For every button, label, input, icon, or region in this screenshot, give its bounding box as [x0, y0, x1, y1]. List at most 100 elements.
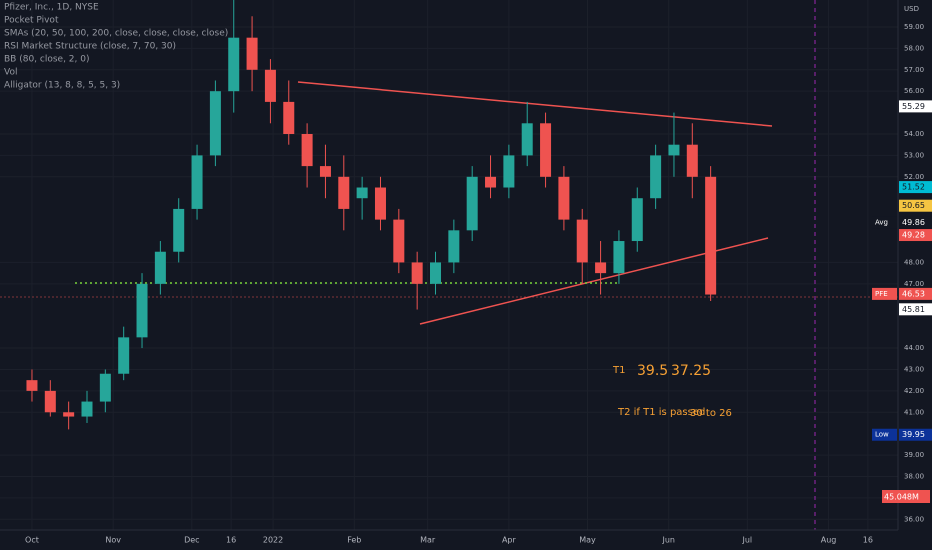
candle-body — [99, 373, 111, 402]
candle-body — [430, 262, 442, 284]
price-label: 55.29 — [902, 102, 925, 111]
candle-body — [173, 208, 185, 252]
candle-body — [631, 198, 643, 242]
x-tick-label: Apr — [502, 536, 517, 545]
x-tick-label: 16 — [226, 536, 236, 545]
candle-body — [374, 187, 386, 220]
price-label-box — [899, 181, 932, 194]
y-tick-label: 44.00 — [904, 344, 924, 352]
x-tick-label: Feb — [347, 536, 361, 545]
price-label-box — [899, 287, 932, 300]
candle-body — [283, 101, 295, 134]
candle-body — [63, 412, 75, 417]
y-tick-label: 48.00 — [904, 258, 924, 266]
volume-label: 45.048M — [884, 493, 919, 502]
y-tick-label: 59.00 — [904, 23, 924, 31]
price-tag: Low — [875, 431, 889, 439]
candle-body — [540, 123, 552, 177]
y-tick-label: 42.00 — [904, 387, 924, 395]
candle-body — [558, 176, 570, 220]
candle-body — [668, 144, 680, 156]
candle-body — [393, 219, 405, 263]
legend-line: Vol — [4, 68, 17, 78]
x-tick-label: Jul — [742, 536, 753, 545]
price-label-box — [899, 229, 932, 242]
annotations: T1 39.5 37.25 T2 if T1 is passed 30 to 2… — [612, 363, 732, 419]
price-label: 51.52 — [902, 183, 925, 192]
legend-line: RSI Market Structure (close, 7, 70, 30) — [4, 42, 176, 52]
annotation: T1 — [612, 365, 625, 376]
annotation: 37.25 — [671, 363, 711, 379]
price-tag: Avg — [875, 219, 888, 227]
y-tick-label: 47.00 — [904, 280, 924, 288]
x-tick-label: Mar — [420, 536, 436, 545]
candle-body — [26, 380, 38, 391]
price-label-box — [899, 100, 932, 113]
legend-line: BB (80, close, 2, 0) — [4, 55, 89, 65]
candle-body — [118, 337, 130, 374]
candle-body — [154, 251, 166, 284]
axes: 36.0037.0038.0039.0041.0042.0043.0044.00… — [25, 23, 932, 545]
x-tick-label: May — [579, 536, 596, 545]
candle-body — [191, 155, 203, 209]
y-tick-label: 36.00 — [904, 515, 924, 523]
x-tick-label: Aug — [821, 536, 837, 545]
price-label: 46.53 — [902, 289, 925, 298]
y-tick-label: 56.00 — [904, 87, 924, 95]
price-label-box — [899, 428, 932, 441]
candle-body — [466, 176, 478, 231]
candle-body — [338, 176, 350, 209]
x-tick-label: 16 — [863, 536, 873, 545]
y-tick-label: 38.00 — [904, 472, 924, 480]
candle-body — [485, 176, 497, 188]
candle-body — [246, 37, 258, 70]
trendline — [297, 81, 773, 127]
annotation: T2 if T1 is passed — [617, 407, 705, 418]
x-tick-label: 2022 — [263, 536, 283, 545]
candle-body — [209, 91, 221, 156]
candle-body — [264, 69, 276, 102]
y-tick-label: 43.00 — [904, 365, 924, 373]
price-label-box — [899, 199, 932, 212]
price-tag-box — [872, 428, 897, 441]
legend-line: Pocket Pivot — [4, 16, 59, 26]
candle-body — [411, 262, 423, 284]
currency: USD — [904, 5, 919, 13]
candle-body — [705, 176, 717, 295]
grid — [0, 0, 898, 530]
annotation: 39.5 — [637, 363, 668, 379]
price-tag-box — [872, 287, 897, 300]
candle-body — [301, 133, 313, 167]
price-label-box — [899, 303, 932, 316]
candle-body — [448, 230, 460, 263]
y-tick-label: 57.00 — [904, 66, 924, 74]
candle-body — [356, 187, 368, 199]
candle-body — [686, 144, 698, 177]
legend-line: SMAs (20, 50, 100, 200, close, close, cl… — [4, 29, 228, 39]
x-tick-label: Jun — [661, 536, 675, 545]
x-tick-label: Dec — [184, 536, 199, 545]
candle-body — [503, 155, 515, 188]
price-tag: PFE — [875, 290, 888, 298]
candle-body — [319, 166, 331, 177]
price-label: 49.28 — [902, 231, 925, 240]
candle-body — [136, 283, 148, 338]
y-tick-label: 39.00 — [904, 451, 924, 459]
price-label-box — [899, 216, 932, 229]
y-tick-label: 41.00 — [904, 408, 924, 416]
candle-body — [521, 123, 533, 156]
y-tick-label: 53.00 — [904, 151, 924, 159]
price-label: 39.95 — [902, 430, 925, 439]
x-tick-label: Nov — [105, 536, 121, 545]
candle-body — [613, 241, 625, 274]
y-tick-label: 54.00 — [904, 130, 924, 138]
candles — [26, 0, 717, 430]
x-tick-label: Oct — [25, 536, 39, 545]
candle-body — [595, 262, 607, 274]
y-tick-label: 58.00 — [904, 44, 924, 52]
volume-label-box — [882, 490, 930, 503]
candle-body — [228, 37, 240, 92]
candle-body — [44, 390, 56, 413]
price-label: 50.65 — [902, 201, 925, 210]
